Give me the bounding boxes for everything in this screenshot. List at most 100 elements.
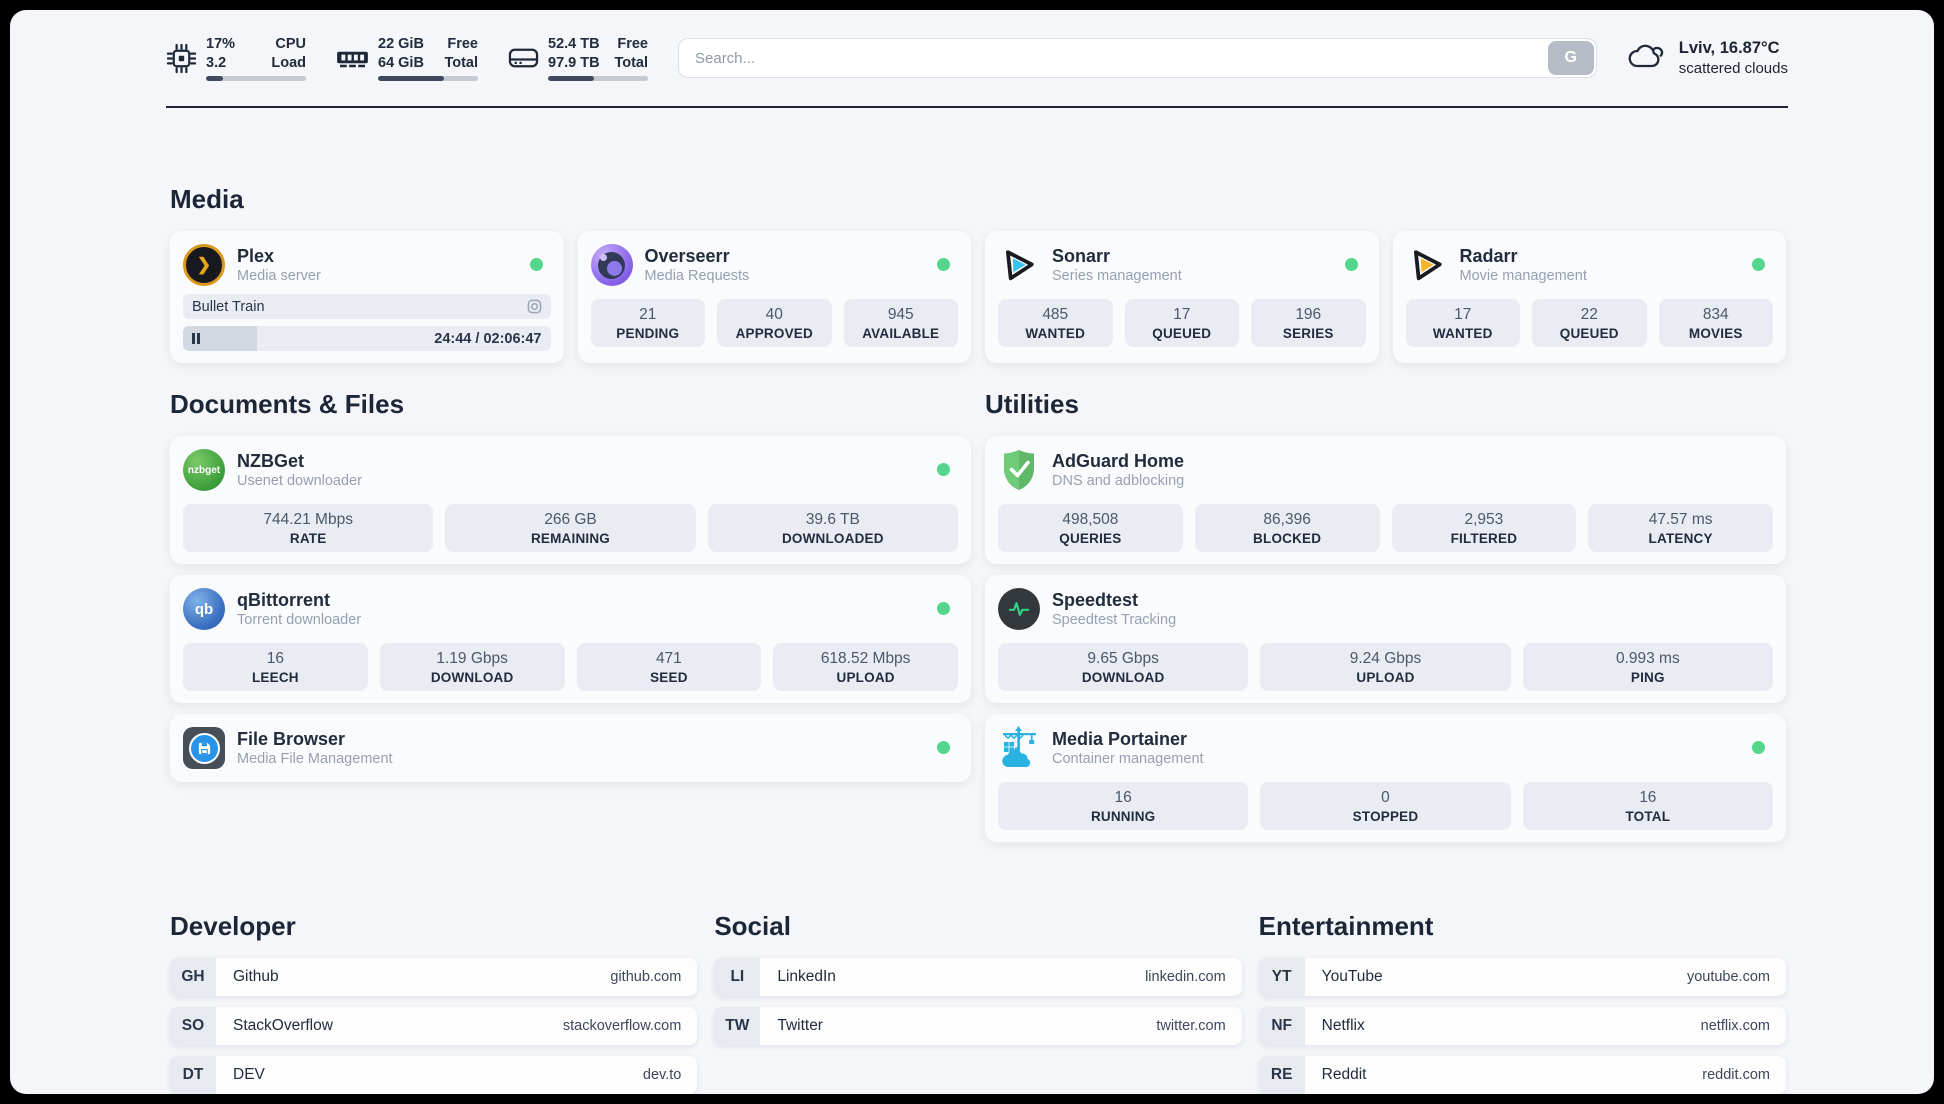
stat-upload: 618.52 Mbps UPLOAD	[773, 643, 958, 691]
cpu-load-value: 3.2	[206, 54, 227, 71]
stat-seed: 471 SEED	[576, 643, 762, 691]
ram-stat: 22 GiB 64 GiB Free Total	[336, 35, 478, 82]
stat-leech: 16 LEECH	[183, 643, 368, 691]
cpu-stat: 17% 3.2 CPU Load	[166, 35, 306, 82]
github-abbr-icon: GH	[170, 958, 216, 996]
cpu-progress-bar	[206, 76, 306, 82]
pause-icon	[192, 333, 200, 344]
header-divider	[166, 106, 1788, 108]
disk-progress-bar	[548, 76, 648, 82]
ram-icon	[336, 46, 369, 71]
stat-queued: 22 QUEUED	[1532, 299, 1647, 347]
disk-stat: 52.4 TB 97.9 TB Free Total	[508, 35, 648, 82]
app-subtitle: Usenet downloader	[237, 473, 362, 490]
disk-total-value: 97.9 TB	[548, 54, 600, 71]
radarr-icon	[1406, 244, 1448, 286]
stackoverflow-abbr-icon: SO	[170, 1007, 216, 1045]
scattered-clouds-icon	[1627, 38, 1667, 77]
bookmarks-entertainment: Entertainment YT YouTube youtube.com NF …	[1258, 911, 1786, 1094]
app-title: File Browser	[237, 728, 346, 749]
stat-wanted: 485 WANTED	[998, 299, 1113, 347]
stat-queued: 17 QUEUED	[1124, 299, 1239, 347]
bookmark-stackoverflow[interactable]: SO StackOverflow stackoverflow.com	[170, 1007, 698, 1045]
popout-icon[interactable]	[527, 299, 542, 314]
bookmark-youtube[interactable]: YT YouTube youtube.com	[1258, 958, 1786, 996]
stat-total: 16 TOTAL	[1522, 782, 1773, 830]
ram-total-label: Total	[444, 54, 478, 71]
stat-blocked: 86,396 BLOCKED	[1194, 504, 1380, 552]
adguard-icon	[998, 449, 1040, 491]
app-card-overseerr[interactable]: Overseerr Media Requests 21 PENDING 40 A…	[577, 231, 971, 363]
cpu-usage-value: 17%	[206, 35, 236, 52]
media-card-row: ❯ Plex Media server Bullet Train	[170, 231, 1786, 363]
cpu-load-label: Load	[271, 54, 306, 71]
playback-time: 24:44 / 02:06:47	[434, 330, 542, 347]
bookmark-twitter[interactable]: TW Twitter twitter.com	[714, 1007, 1242, 1045]
reddit-abbr-icon: RE	[1258, 1056, 1305, 1094]
nzbget-icon: nzbget	[183, 449, 225, 491]
app-title: AdGuard Home	[1052, 450, 1185, 471]
bookmark-github[interactable]: GH Github github.com	[170, 958, 698, 996]
playback-progress-fill	[183, 326, 257, 351]
cpu-icon	[166, 43, 197, 74]
app-subtitle: DNS and adblocking	[1052, 473, 1185, 490]
ram-free-label: Free	[447, 35, 478, 52]
stat-filtered: 2,953 FILTERED	[1391, 504, 1577, 552]
stat-available: 945 AVAILABLE	[843, 299, 958, 347]
bookmark-netflix[interactable]: NF Netflix netflix.com	[1258, 1007, 1786, 1045]
status-dot	[937, 463, 950, 476]
plex-icon: ❯	[183, 244, 225, 286]
ram-total-value: 64 GiB	[378, 54, 424, 71]
ram-progress-bar	[378, 76, 478, 82]
disk-free-label: Free	[617, 35, 648, 52]
linkedin-abbr-icon: LI	[714, 958, 761, 996]
app-subtitle: Media Requests	[644, 268, 750, 285]
app-subtitle: Torrent downloader	[237, 612, 362, 629]
utilities-column: Utilities AdGuard Home	[985, 389, 1786, 853]
app-title: Media Portainer	[1052, 728, 1188, 749]
disk-total-label: Total	[614, 54, 648, 71]
bookmark-dev[interactable]: DT DEV dev.to	[170, 1056, 698, 1094]
app-subtitle: Media server	[237, 268, 321, 285]
bookmark-reddit[interactable]: RE Reddit reddit.com	[1258, 1056, 1786, 1094]
app-subtitle: Series management	[1052, 268, 1182, 285]
disk-free-value: 52.4 TB	[548, 35, 600, 52]
stat-queries: 498,508 QUERIES	[998, 504, 1183, 552]
stat-latency: 47.57 ms LATENCY	[1588, 504, 1773, 552]
app-subtitle: Media File Management	[237, 751, 393, 768]
stat-series: 196 SERIES	[1251, 299, 1366, 347]
app-subtitle: Speedtest Tracking	[1052, 612, 1177, 629]
bookmark-linkedin[interactable]: LI LinkedIn linkedin.com	[714, 958, 1242, 996]
app-card-adguard[interactable]: AdGuard Home DNS and adblocking 498,508 …	[985, 436, 1786, 564]
stat-remaining: 266 GB REMAINING	[445, 504, 696, 552]
sonarr-icon	[998, 244, 1040, 286]
weather-widget: Lviv, 16.87°C scattered clouds	[1627, 37, 1788, 80]
app-card-plex[interactable]: ❯ Plex Media server Bullet Train	[170, 231, 564, 363]
dev-abbr-icon: DT	[170, 1056, 216, 1094]
app-title: Overseerr	[644, 245, 730, 266]
app-card-nzbget[interactable]: nzbget NZBGet Usenet downloader 744.21 M…	[170, 436, 971, 564]
app-card-speedtest[interactable]: Speedtest Speedtest Tracking 9.65 Gbps D…	[985, 575, 1786, 703]
search-engine-button[interactable]: G	[1547, 41, 1594, 75]
system-stats: 17% 3.2 CPU Load	[166, 35, 648, 82]
bookmarks-developer: Developer GH Github github.com SO StackO…	[170, 911, 698, 1094]
search-input[interactable]	[678, 38, 1597, 78]
documents-column: Documents & Files nzbget NZBGet Usenet d…	[170, 389, 971, 853]
status-dot	[937, 258, 950, 271]
app-title: Plex	[237, 245, 275, 266]
stat-download: 1.19 Gbps DOWNLOAD	[379, 643, 565, 691]
stat-movies: 834 MOVIES	[1658, 299, 1773, 347]
app-card-radarr[interactable]: Radarr Movie management 17 WANTED 22 QUE…	[1392, 231, 1786, 363]
disk-icon	[508, 45, 539, 71]
app-card-portainer[interactable]: Media Portainer Container management 16 …	[985, 714, 1786, 842]
status-dot	[937, 602, 950, 615]
section-title-utilities: Utilities	[985, 389, 1079, 419]
cpu-label: CPU	[275, 35, 306, 52]
section-title-entertainment: Entertainment	[1258, 911, 1434, 941]
app-card-sonarr[interactable]: Sonarr Series management 485 WANTED 17 Q…	[985, 231, 1379, 363]
app-card-filebrowser[interactable]: File Browser Media File Management	[170, 714, 971, 782]
qbittorrent-icon: qb	[183, 588, 225, 630]
section-title-social: Social	[714, 911, 791, 941]
stat-approved: 40 APPROVED	[717, 299, 832, 347]
app-card-qbittorrent[interactable]: qb qBittorrent Torrent downloader 16 LEE…	[170, 575, 971, 703]
